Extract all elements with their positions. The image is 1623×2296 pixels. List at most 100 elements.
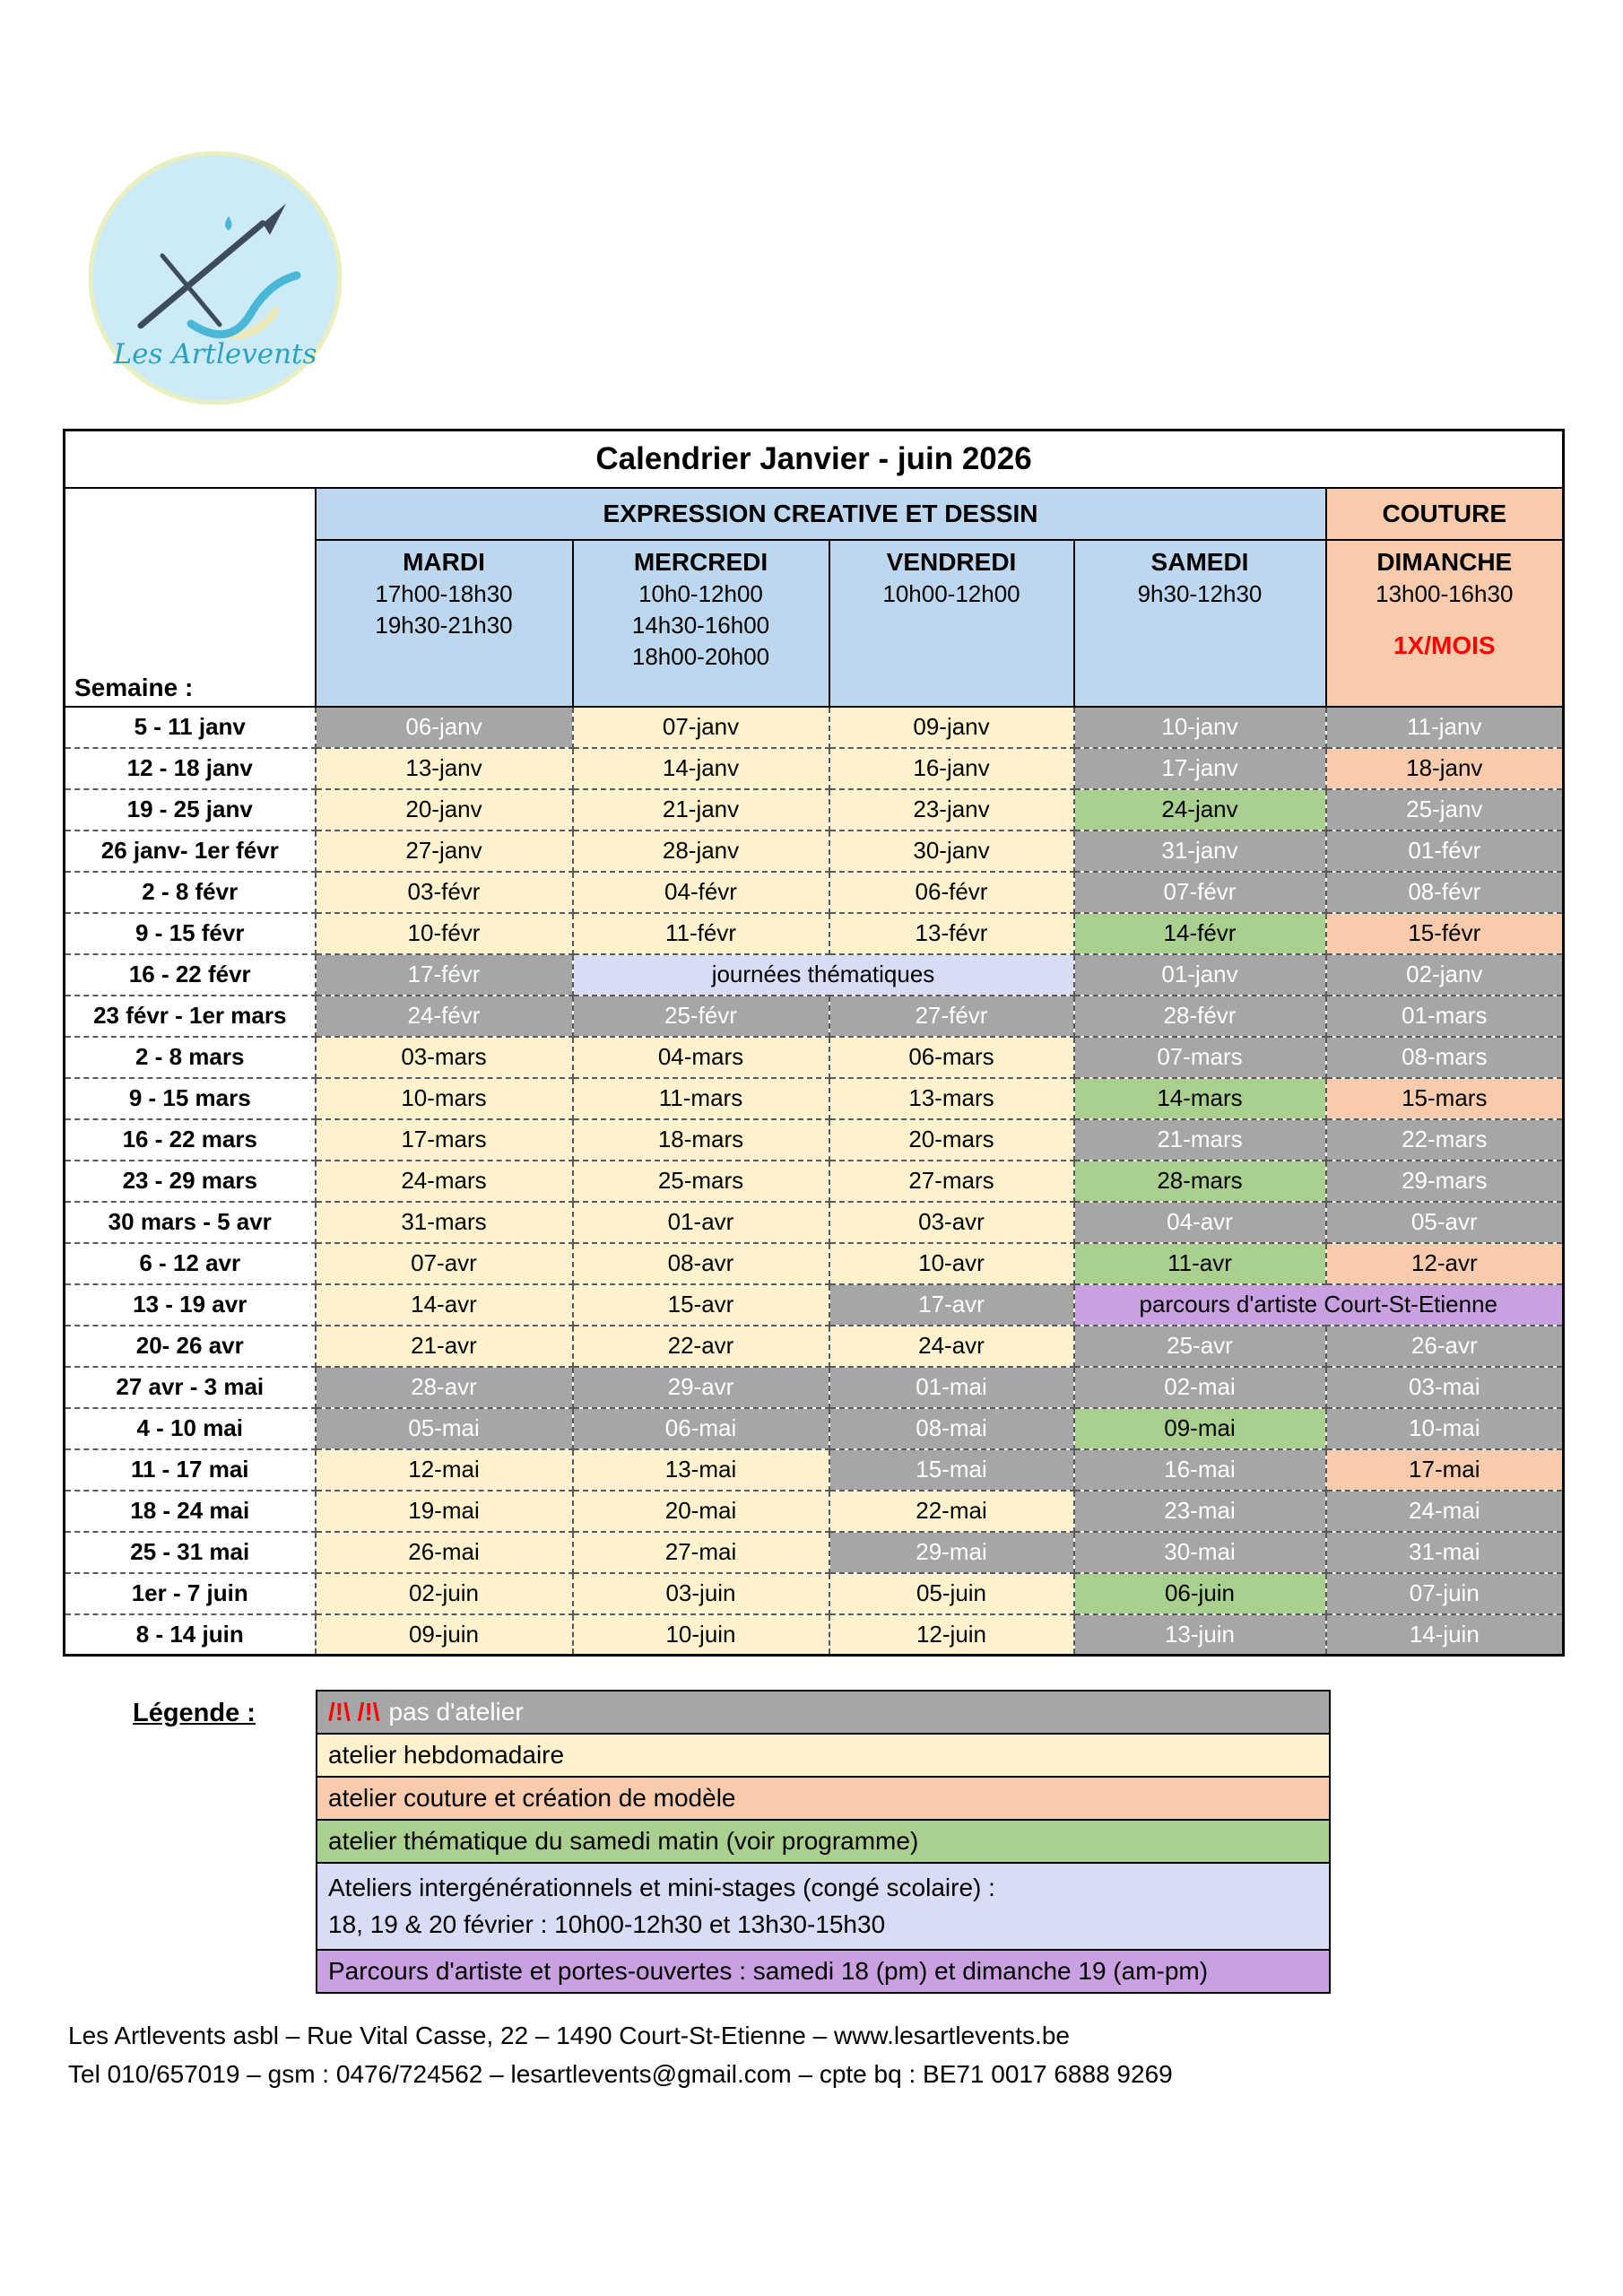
footer-contact: Tel 010/657019 – gsm : 0476/724562 – les… [68,2060,1173,2089]
calendar-cell: 22-mars [1324,1118,1565,1161]
week-row: 16 - 22 mars 17-mars 18-mars 20-mars 21-mars… [63,1118,1565,1161]
week-row: 5 - 11 janv 06-janv 07-janv 09-janv 10-janv 1… [63,705,1565,749]
calendar-cell: 06-mars [828,1035,1075,1079]
calendar-cell: 01-mars [1324,994,1565,1038]
calendar-cell: 10-mars [314,1076,574,1120]
calendar-cell: 14-juin [1324,1613,1565,1657]
group-header-couture: COUTURE [1324,486,1565,541]
calendar-table: Calendrier Janvier - juin 2026 Semaine :… [63,429,1566,1657]
calendar-cell: 13-mai [571,1448,830,1492]
week-label: 12 - 18 janv [63,746,317,790]
calendar-cell: 28-janv [571,829,830,873]
calendar-cell: 20-janv [314,787,574,831]
calendar-cell: 17-janv [1072,746,1327,790]
calendar-cell: 24-mars [314,1159,574,1203]
legend-section: Légende : /!\ /!\ pas d'atelier atelier he… [63,1690,1562,1995]
calendar-cell: 09-juin [314,1613,574,1657]
logo-text: Les Artlevents [113,338,317,370]
calendar-cell: 21-avr [314,1324,574,1368]
calendar-cell: 25-avr [1072,1324,1327,1368]
calendar-cell: 03-mars [314,1035,574,1079]
legend-text: Parcours d'artiste et portes-ouvertes : … [328,1957,1209,1986]
calendar-cell: 22-avr [571,1324,830,1368]
week-row: 1er - 7 juin 02-juin 03-juin 05-juin 06-juin… [63,1571,1565,1615]
day-time: 9h30-12h30 [1137,580,1263,608]
week-label: 2 - 8 févr [63,870,317,914]
calendar-cell: 10-avr [828,1241,1075,1285]
group-header-row: Semaine : EXPRESSION CREATIVE ET DESSIN … [63,486,1565,708]
legend-text: pas d'atelier [388,1698,524,1726]
calendar-cell: 31-mars [314,1200,574,1244]
week-label: 11 - 17 mai [63,1448,317,1492]
legend-text: 18, 19 & 20 février : 10h00-12h30 et 13h… [328,1909,886,1938]
week-label: 20- 26 avr [63,1324,317,1368]
calendar-cell: 23-janv [828,787,1075,831]
week-row: 9 - 15 mars 10-mars 11-mars 13-mars 14-mars 1… [63,1076,1565,1120]
calendar-cell: 27-janv [314,829,574,873]
footer-address: Les Artlevents asbl – Rue Vital Casse, 2… [68,2022,1070,2049]
calendar-cell: 06-févr [828,870,1075,914]
week-row: 16 - 22 févr 17-févr journées thématiques 0… [63,952,1565,996]
calendar-cell: 01-janv [1072,952,1327,996]
day-time: 14h30-16h00 [631,612,770,639]
calendar-cell: 28-avr [314,1365,574,1409]
calendar-cell: 28-févr [1072,994,1327,1038]
calendar-cell: 25-janv [1324,787,1565,831]
week-label: 2 - 8 mars [63,1035,317,1079]
week-row: 13 - 19 avr 14-avr 15-avr 17-avr parcours d'… [63,1283,1565,1326]
day-time: 10h00-12h00 [882,580,1020,608]
calendar-cell: 12-avr [1324,1241,1565,1285]
week-label: 30 mars - 5 avr [63,1200,317,1244]
week-label: 18 - 24 mai [63,1489,317,1533]
calendar-cell: 15-févr [1324,911,1565,955]
calendar-cell: 27-mai [571,1530,830,1574]
week-label: 1er - 7 juin [63,1571,317,1615]
calendar-cell: 10-juin [571,1613,830,1657]
week-label: 9 - 15 mars [63,1076,317,1120]
calendar-cell: 04-mars [571,1035,830,1079]
week-row: 4 - 10 mai 05-mai 06-mai 08-mai 09-mai 10-mai [63,1406,1565,1450]
calendar-cell: 14-mars [1072,1076,1327,1120]
calendar-cell: 27-mars [828,1159,1075,1203]
week-label: 16 - 22 mars [63,1118,317,1161]
legend-text: Ateliers intergénérationnels et mini-sta… [328,1874,995,1901]
calendar-cell: 08-févr [1324,870,1565,914]
week-row: 6 - 12 avr 07-avr 08-avr 10-avr 11-avr 12-avr [63,1241,1565,1285]
calendar-cell: 26-mai [314,1530,574,1574]
calendar-cell: 07-févr [1072,870,1327,914]
week-row: 23 - 29 mars 24-mars 25-mars 27-mars 28-mars… [63,1159,1565,1203]
calendar-cell: 14-janv [571,746,830,790]
calendar-cell: 24-avr [828,1324,1075,1368]
calendar-cell: 13-juin [1072,1613,1327,1657]
calendar-cell: 05-avr [1324,1200,1565,1244]
day-name: VENDREDI [886,547,1017,576]
calendar-cell: 17-mai [1324,1448,1565,1492]
calendar-cell: 16-janv [828,746,1075,790]
calendar-cell: 17-avr [828,1283,1075,1326]
week-label: 5 - 11 janv [63,705,317,749]
calendar-cell: 29-mars [1324,1159,1565,1203]
calendar-cell: 31-janv [1072,829,1327,873]
day-header-vendredi: VENDREDI 10h00-12h00 [828,538,1075,708]
calendar-cell: 24-mai [1324,1489,1565,1533]
semaine-label: Semaine : [63,486,317,708]
day-header-mercredi: MERCREDI 10h0-12h00 14h30-16h00 18h00-20h00 [571,538,830,708]
calendar-cell: 29-avr [571,1365,830,1409]
calendar-body: 5 - 11 janv 06-janv 07-janv 09-janv 10-janv 1… [63,705,1565,1657]
calendar-cell: 07-janv [571,705,830,749]
week-row: 23 févr - 1er mars 24-févr 25-févr 27-févr 2… [63,994,1565,1038]
week-label: 23 - 29 mars [63,1159,317,1203]
week-row: 19 - 25 janv 20-janv 21-janv 23-janv 24-janv… [63,787,1565,831]
calendar-cell: 23-mai [1072,1489,1327,1533]
calendar-cell: 10-janv [1072,705,1327,749]
week-label: 6 - 12 avr [63,1241,317,1285]
calendar-cell: 04-avr [1072,1200,1327,1244]
calendar-cell: 17-févr [314,952,574,996]
week-label: 27 avr - 3 mai [63,1365,317,1409]
calendar-cell: 07-avr [314,1241,574,1285]
legend-label: Légende : [133,1699,256,1727]
calendar-cell: 10-mai [1324,1406,1565,1450]
day-header-row: MARDI 17h00-18h30 19h30-21h30 MERCREDI 10h0-… [65,538,1565,708]
title-row: Calendrier Janvier - juin 2026 [63,429,1565,489]
week-row: 12 - 18 janv 13-janv 14-janv 16-janv 17-janv… [63,746,1565,790]
